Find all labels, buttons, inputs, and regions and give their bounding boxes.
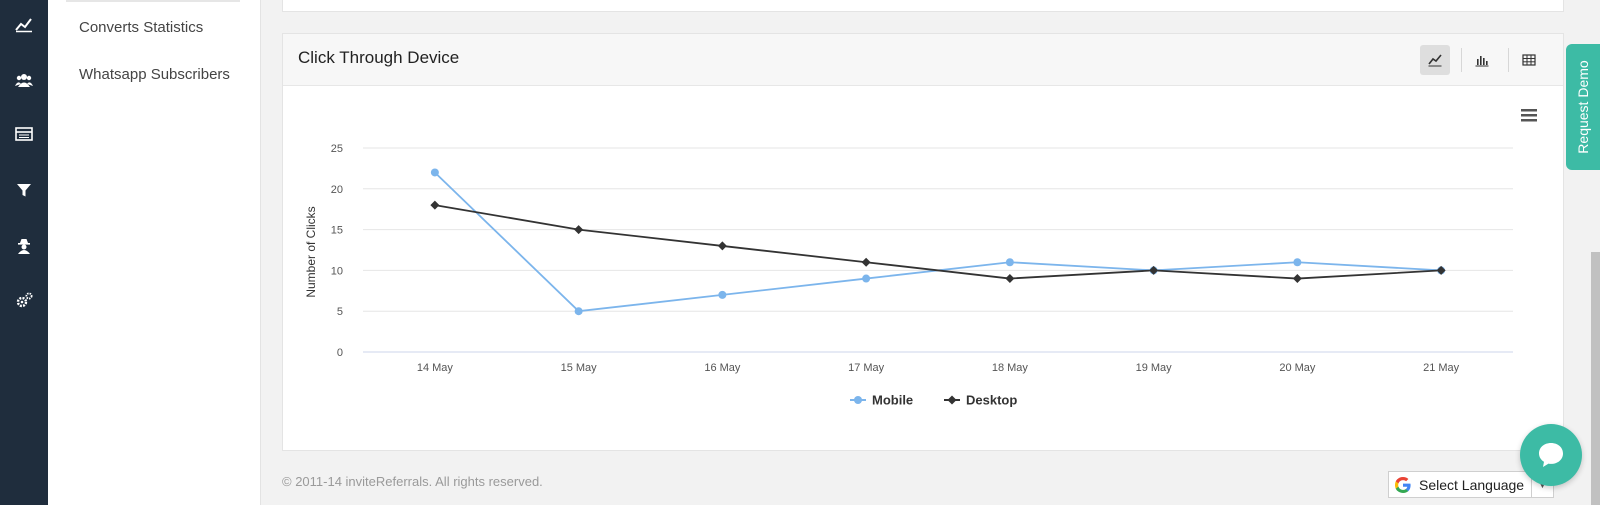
users-icon[interactable] [14,70,34,90]
filter-icon[interactable] [14,180,34,200]
line-view-button[interactable] [1420,45,1450,75]
data-point-desktop[interactable] [1292,274,1302,284]
series-line-mobile [434,171,1442,313]
data-point-desktop[interactable] [717,241,727,251]
table-view-button[interactable] [1514,45,1544,75]
data-point-mobile[interactable] [1005,258,1014,267]
legend-label: Desktop [966,393,1017,408]
data-point-mobile[interactable] [574,307,583,316]
y-tick-label: 10 [331,265,343,277]
x-tick-label: 14 May [417,362,454,374]
panel-header: Click Through Device [283,34,1563,86]
line-chart-icon[interactable] [14,14,34,34]
click-through-chart: 0 5 10 15 20 25 14 May 15 May 16 May 17 May 18 Ma… [304,107,1539,408]
data-point-mobile[interactable] [1293,258,1302,267]
y-tick-label: 5 [337,306,343,318]
data-point-mobile[interactable] [862,274,871,283]
card-icon[interactable] [14,124,34,144]
data-point-mobile[interactable] [718,290,727,299]
chart-gridlines [363,147,1513,353]
y-tick-label: 25 [331,143,343,155]
click-through-device-panel: Click Through Device 0 5 10 15 20 25 14 May 15… [282,33,1564,451]
legend-label: Mobile [872,393,913,408]
data-point-desktop[interactable] [1005,274,1015,284]
request-demo-button[interactable]: Request Demo [1566,44,1600,170]
x-tick-label: 16 May [704,362,741,374]
line-chart-icon [1428,54,1442,67]
bar-chart-icon [1475,56,1489,67]
user-secret-icon[interactable] [14,236,34,256]
legend-item-mobile[interactable]: Mobile [850,393,913,408]
chat-bubble-icon [1539,443,1563,467]
x-tick-label: 20 May [1279,362,1316,374]
y-tick-label: 15 [331,225,343,237]
previous-panel [282,0,1564,12]
y-axis-ticks: 0 5 10 15 20 25 [331,143,343,359]
legend-swatch-marker [947,395,957,405]
x-tick-label: 18 May [992,362,1029,374]
x-axis-ticks: 14 May 15 May 16 May 17 May 18 May 19 May 20 M… [417,362,1460,374]
data-point-desktop[interactable] [861,257,871,267]
data-point-desktop[interactable] [574,225,584,235]
legend-swatch-marker [854,396,862,404]
language-select-label: Select Language [1419,476,1525,493]
x-tick-label: 21 May [1423,362,1460,374]
button-separator [1461,48,1462,72]
cogs-icon[interactable] [14,290,34,310]
table-icon [1522,54,1536,66]
data-point-desktop[interactable] [1149,265,1159,275]
legend-item-desktop[interactable]: Desktop [944,393,1017,408]
panel-title: Click Through Device [298,48,460,67]
chat-widget-button[interactable] [1520,424,1582,486]
button-separator [1508,48,1509,72]
language-select[interactable]: Select Language ▼ [1388,471,1554,498]
submenu-divider [66,0,240,2]
x-tick-label: 15 May [561,362,598,374]
chart-menu-icon[interactable] [1519,107,1539,123]
icon-sidebar [0,0,48,505]
y-tick-label: 20 [331,184,343,196]
google-g-icon [1395,476,1411,493]
copyright-text: © 2011-14 inviteReferrals. All rights re… [282,474,543,489]
series-line-desktop [434,204,1442,280]
x-tick-label: 19 May [1136,362,1173,374]
data-point-mobile[interactable] [430,168,439,177]
data-point-desktop[interactable] [1436,265,1446,275]
scrollbar-thumb[interactable] [1591,252,1600,505]
data-point-desktop[interactable] [430,200,440,210]
chart-legend: Mobile Desktop [850,393,1017,408]
submenu-item-converts-statistics[interactable]: Converts Statistics [79,19,204,36]
chart-series [430,168,1446,316]
submenu-item-whatsapp-subscribers[interactable]: Whatsapp Subscribers [79,66,230,83]
y-tick-label: 0 [337,347,343,359]
bar-view-button[interactable] [1467,45,1497,75]
x-tick-label: 17 May [848,362,885,374]
submenu-panel: Converts Statistics Whatsapp Subscribers [48,0,261,505]
request-demo-label: Request Demo [1575,60,1591,154]
y-axis-label: Number of Clicks [304,206,318,297]
